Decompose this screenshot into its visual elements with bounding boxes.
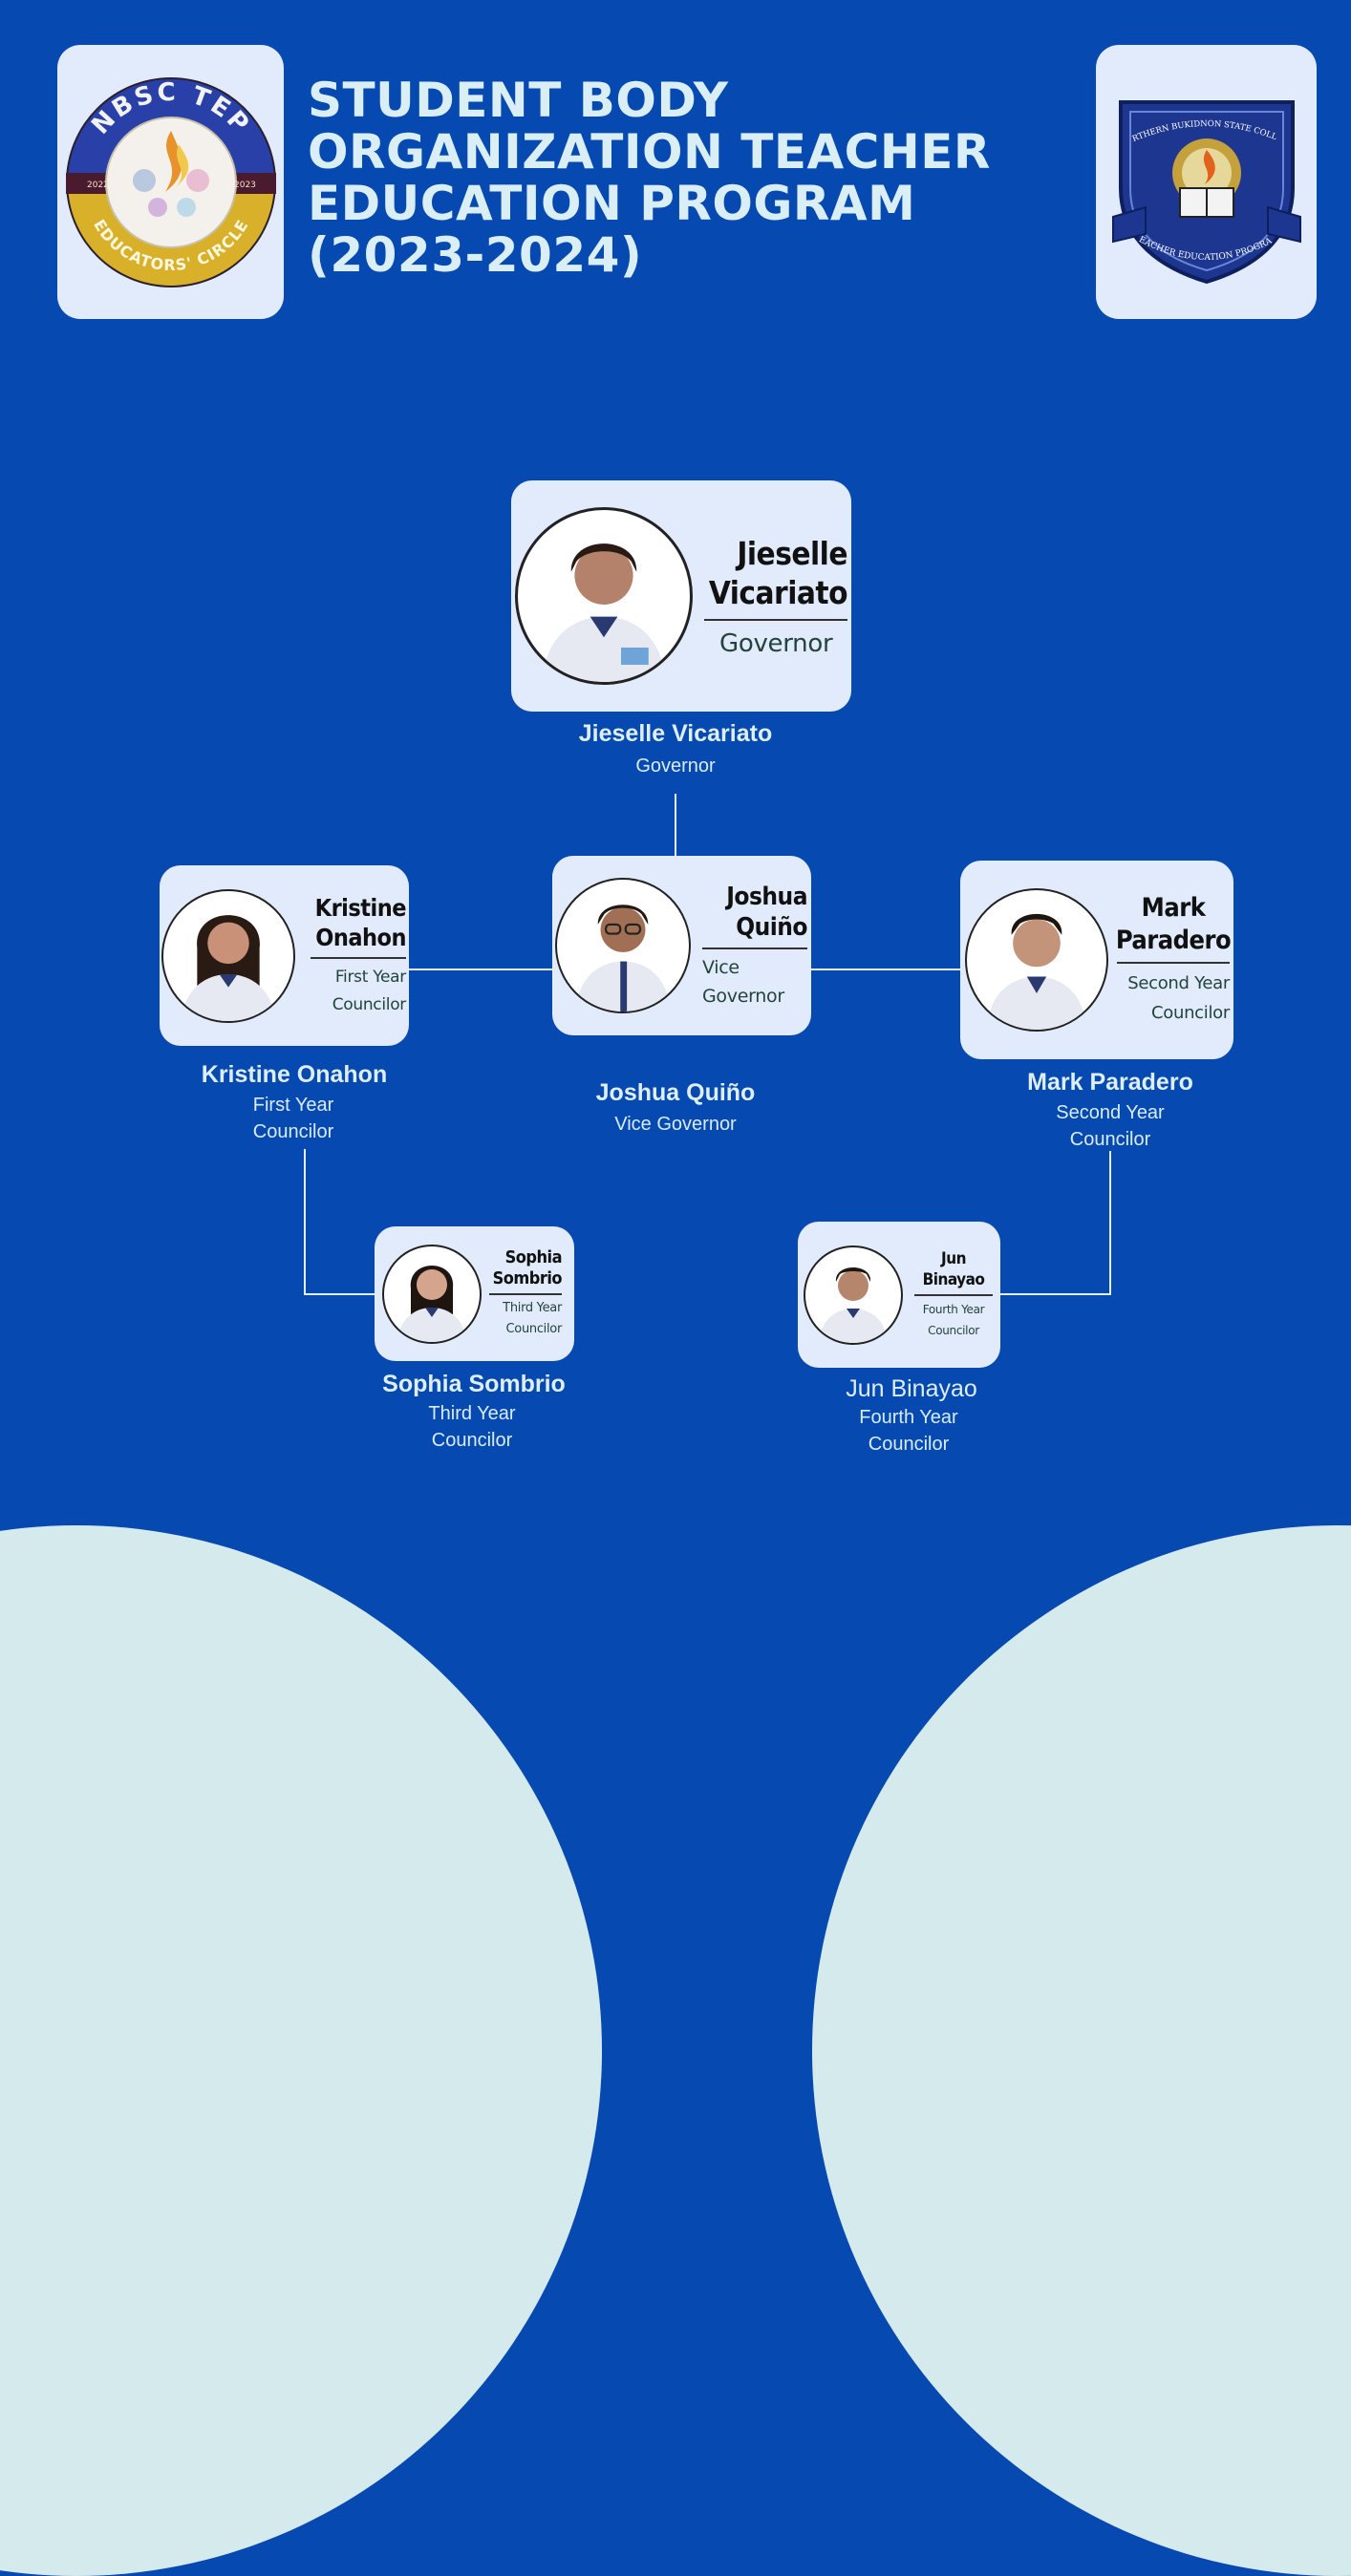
connector-governor-vice <box>675 794 676 856</box>
third-year-label-role: Third Year Councilor <box>428 1403 516 1451</box>
connector-first-vice <box>409 969 552 970</box>
right-logo-card: NORTHERN BUKIDNON STATE COLLEGE TEACHER … <box>1096 45 1317 319</box>
left-logo-card: NBSC TEP EDUCATORS' CIRCLE 2022 2023 <box>57 45 284 319</box>
left-bottom-wave <box>0 1525 602 2576</box>
vice-governor-card-role: Vice Governor <box>702 956 784 1007</box>
first-year-card: Kristine Onahon First Year Councilor <box>160 865 409 1046</box>
connector-vice-second <box>811 969 960 970</box>
connector-second-down <box>1109 1151 1111 1294</box>
person-avatar-icon <box>542 543 666 682</box>
first-year-photo <box>161 888 295 1023</box>
second-year-card-name: Mark Paradero <box>1115 893 1232 955</box>
person-avatar-icon <box>986 913 1087 1030</box>
first-year-label-role: First Year Councilor <box>252 1095 334 1142</box>
third-year-card: Sophia Sombrio Third Year Councilor <box>375 1226 574 1361</box>
person-avatar-icon <box>397 1265 466 1342</box>
fourth-year-photo <box>804 1245 903 1345</box>
governor-label-role: Governor <box>635 756 716 777</box>
tep-seal-icon: NORTHERN BUKIDNON STATE COLLEGE TEACHER … <box>1098 74 1301 284</box>
vice-governor-label-role: Vice Governor <box>614 1114 737 1135</box>
connector-first-to-third <box>304 1293 375 1295</box>
fourth-year-card-name: Jun Binayao <box>922 1249 985 1289</box>
governor-card: Jieselle Vicariato Governor <box>511 480 851 712</box>
third-year-photo <box>382 1244 482 1344</box>
governor-card-role: Governor <box>719 629 833 658</box>
governor-photo <box>515 507 693 685</box>
logo-year-left: 2022 <box>87 181 109 190</box>
person-avatar-icon <box>575 905 671 1011</box>
logo-year-right: 2023 <box>234 181 256 190</box>
right-bottom-wave <box>812 1525 1351 2576</box>
second-year-label-role: Second Year Councilor <box>1056 1102 1165 1150</box>
governor-card-name: Jieselle Vicariato <box>708 535 848 611</box>
person-avatar-icon <box>819 1267 888 1343</box>
nbsc-tep-logo-icon: NBSC TEP EDUCATORS' CIRCLE 2022 2023 <box>65 76 276 287</box>
vice-governor-label-name: Joshua Quiño <box>595 1079 756 1106</box>
page-title: STUDENT BODY ORGANIZATION TEACHER EDUCAT… <box>308 73 991 283</box>
second-year-card: Mark Paradero Second Year Councilor <box>960 861 1233 1059</box>
connector-first-down <box>304 1149 306 1294</box>
governor-label-name: Jieselle Vicariato <box>578 720 773 747</box>
vice-governor-card: Joshua Quiño Vice Governor <box>552 856 811 1035</box>
connector-fourth-to-second <box>1000 1293 1111 1295</box>
second-year-label-name: Mark Paradero <box>1027 1069 1193 1096</box>
fourth-year-card-role: Fourth Year Councilor <box>922 1303 985 1337</box>
second-year-card-role: Second Year Councilor <box>1127 973 1230 1023</box>
second-year-photo <box>965 888 1108 1032</box>
person-avatar-icon <box>182 914 275 1021</box>
first-year-card-name: Kristine Onahon <box>314 893 407 951</box>
first-year-card-role: First Year Councilor <box>332 967 407 1014</box>
third-year-card-role: Third Year Councilor <box>503 1301 562 1336</box>
first-year-label-name: Kristine Onahon <box>201 1061 388 1088</box>
third-year-label-name: Sophia Sombrio <box>382 1371 566 1397</box>
fourth-year-label-name: Jun Binayao <box>846 1375 977 1402</box>
vice-governor-card-name: Joshua Quiño <box>726 882 807 942</box>
fourth-year-card: Jun Binayao Fourth Year Councilor <box>798 1222 1000 1368</box>
vice-governor-photo <box>555 878 691 1013</box>
fourth-year-label-role: Fourth Year Councilor <box>859 1407 958 1455</box>
third-year-card-name: Sophia Sombrio <box>492 1247 563 1288</box>
